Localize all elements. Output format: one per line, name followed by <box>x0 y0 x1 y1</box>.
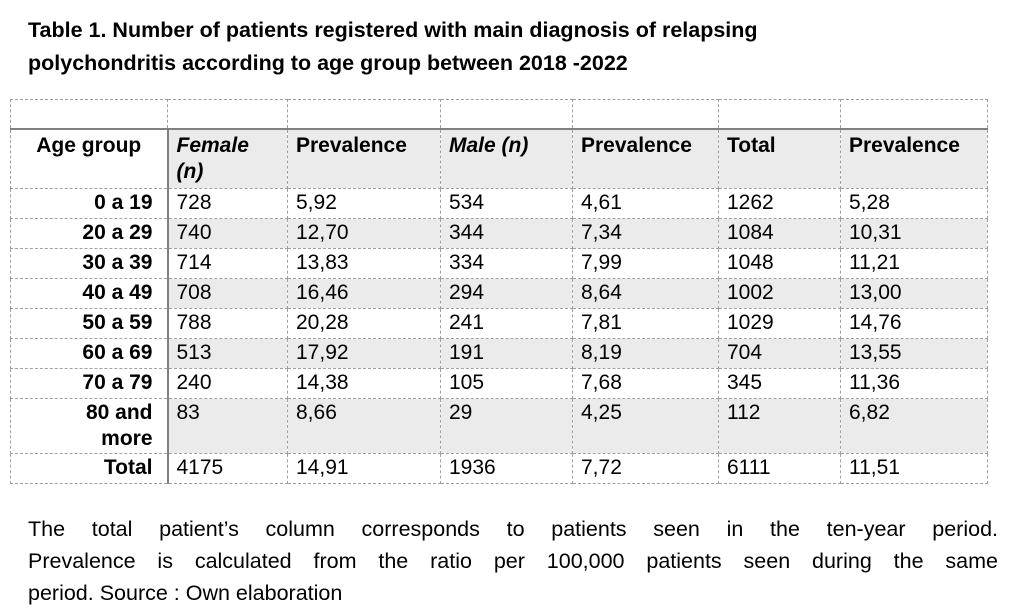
value-cell: 740 <box>167 218 288 249</box>
value-cell: 708 <box>167 278 288 309</box>
value-cell: 714 <box>167 248 288 279</box>
value-cell: 8,66 <box>287 398 441 454</box>
column-header: Prevalence <box>840 128 988 189</box>
value-cell: 112 <box>718 398 841 454</box>
value-cell: 513 <box>167 338 288 369</box>
value-cell: 7,34 <box>572 218 719 249</box>
age-group-cell: 60 a 69 <box>10 338 169 369</box>
column-header: Prevalence <box>287 128 441 189</box>
value-cell: 6111 <box>718 453 841 484</box>
value-cell: 4175 <box>167 453 288 484</box>
table-row: 50 a 59 788 20,28 241 7,81 1029 14,76 <box>10 308 988 339</box>
spacer-cell <box>10 99 168 130</box>
spacer-cell <box>167 99 288 130</box>
value-cell: 191 <box>440 338 573 369</box>
value-cell: 1262 <box>718 188 841 219</box>
value-cell: 344 <box>440 218 573 249</box>
note-line: Prevalence is calculated from the ratio … <box>28 549 998 573</box>
value-cell: 534 <box>440 188 573 219</box>
table-row: 80 and more 83 8,66 29 4,25 112 6,82 <box>10 398 988 454</box>
value-cell: 20,28 <box>287 308 441 339</box>
value-cell: 29 <box>440 398 573 454</box>
value-cell: 11,21 <box>840 248 988 279</box>
spacer-cell <box>840 99 988 130</box>
column-header: Male (n) <box>440 128 573 189</box>
value-cell: 7,68 <box>572 368 719 399</box>
value-cell: 1002 <box>718 278 841 309</box>
value-cell: 14,76 <box>840 308 988 339</box>
age-group-cell: 0 a 19 <box>10 188 169 219</box>
age-group-cell: Total <box>10 453 169 484</box>
age-group-cell: 40 a 49 <box>10 278 169 309</box>
value-cell: 1084 <box>718 218 841 249</box>
table-caption: Table 1. Number of patients registered w… <box>28 14 1002 80</box>
note-line: period. Source : Own elaboration <box>28 581 343 605</box>
spacer-cell <box>287 99 441 130</box>
table-row: 70 a 79 240 14,38 105 7,68 345 11,36 <box>10 368 988 399</box>
table-row: 30 a 39 714 13,83 334 7,99 1048 11,21 <box>10 248 988 279</box>
value-cell: 334 <box>440 248 573 279</box>
value-cell: 788 <box>167 308 288 339</box>
value-cell: 83 <box>167 398 288 454</box>
note-line: The total patient’s column corresponds t… <box>28 517 998 541</box>
column-header: Female (n) <box>167 128 288 189</box>
age-group-cell: 70 a 79 <box>10 368 169 399</box>
value-cell: 105 <box>440 368 573 399</box>
table-row: Total 4175 14,91 1936 7,72 6111 11,51 <box>10 453 988 484</box>
spacer-cell <box>440 99 573 130</box>
value-cell: 7,99 <box>572 248 719 279</box>
value-cell: 345 <box>718 368 841 399</box>
value-cell: 14,38 <box>287 368 441 399</box>
table-row: 0 a 19 728 5,92 534 4,61 1262 5,28 <box>10 188 988 219</box>
value-cell: 704 <box>718 338 841 369</box>
table-row: 60 a 69 513 17,92 191 8,19 704 13,55 <box>10 338 988 369</box>
patients-table: Age group Female (n) Prevalence Male (n) Pre… <box>10 99 988 484</box>
spacer-cell <box>572 99 719 130</box>
age-group-cell: 50 a 59 <box>10 308 169 339</box>
value-cell: 1029 <box>718 308 841 339</box>
value-cell: 4,25 <box>572 398 719 454</box>
column-header: Age group <box>10 128 169 189</box>
caption-line: Table 1. Number of patients registered w… <box>28 18 758 42</box>
value-cell: 7,72 <box>572 453 719 484</box>
value-cell: 6,82 <box>840 398 988 454</box>
value-cell: 7,81 <box>572 308 719 339</box>
age-group-cell: 80 and more <box>10 398 169 454</box>
value-cell: 17,92 <box>287 338 441 369</box>
column-header: Prevalence <box>572 128 719 189</box>
value-cell: 1936 <box>440 453 573 484</box>
value-cell: 5,92 <box>287 188 441 219</box>
value-cell: 11,51 <box>840 453 988 484</box>
value-cell: 11,36 <box>840 368 988 399</box>
spacer-cell <box>718 99 841 130</box>
value-cell: 8,19 <box>572 338 719 369</box>
value-cell: 13,55 <box>840 338 988 369</box>
table-row: 20 a 29 740 12,70 344 7,34 1084 10,31 <box>10 218 988 249</box>
value-cell: 5,28 <box>840 188 988 219</box>
value-cell: 16,46 <box>287 278 441 309</box>
value-cell: 8,64 <box>572 278 719 309</box>
header-row: Age group Female (n) Prevalence Male (n) Pre… <box>10 128 988 189</box>
value-cell: 1048 <box>718 248 841 279</box>
value-cell: 4,61 <box>572 188 719 219</box>
age-group-cell: 20 a 29 <box>10 218 169 249</box>
value-cell: 241 <box>440 308 573 339</box>
spacer-row <box>10 99 988 130</box>
value-cell: 13,00 <box>840 278 988 309</box>
table-row: 40 a 49 708 16,46 294 8,64 1002 13,00 <box>10 278 988 309</box>
table-note: The total patient’s column corresponds t… <box>28 513 998 609</box>
caption-line: polychondritis according to age group be… <box>28 51 628 75</box>
age-group-cell: 30 a 39 <box>10 248 169 279</box>
value-cell: 14,91 <box>287 453 441 484</box>
value-cell: 294 <box>440 278 573 309</box>
value-cell: 12,70 <box>287 218 441 249</box>
value-cell: 240 <box>167 368 288 399</box>
value-cell: 13,83 <box>287 248 441 279</box>
column-header: Total <box>718 128 841 189</box>
value-cell: 728 <box>167 188 288 219</box>
value-cell: 10,31 <box>840 218 988 249</box>
